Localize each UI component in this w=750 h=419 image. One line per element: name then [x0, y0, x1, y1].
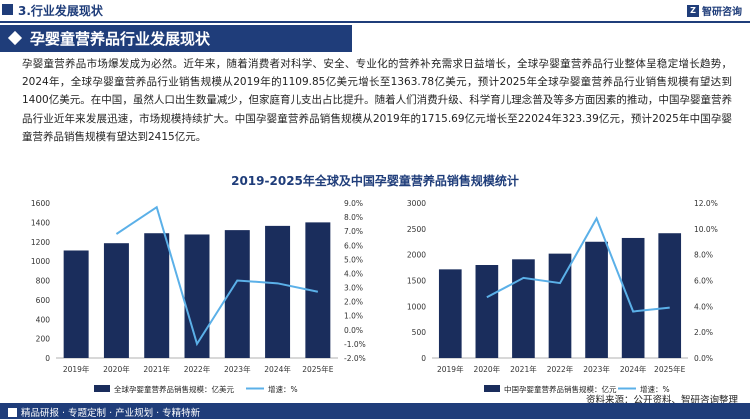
left-axis-tick: 1200: [31, 238, 50, 247]
left-axis-tick: 600: [36, 296, 51, 305]
diamond-icon: [7, 30, 23, 46]
left-axis-tick: 2000: [407, 251, 426, 260]
right-axis-tick: 5.0%: [344, 255, 363, 264]
sales-bar: [103, 243, 129, 358]
left-axis-tick: 800: [36, 277, 51, 286]
x-axis-tick: 2022年: [547, 364, 574, 374]
x-axis-tick: 2023年: [583, 364, 610, 374]
sales-bar: [658, 233, 682, 358]
footer-text: 精品研报 · 专题定制 · 产业规划 · 专精特新: [21, 408, 201, 419]
brand-name: 智研咨询: [702, 7, 742, 18]
title-banner: 孕婴童营养品行业发展现状: [0, 25, 352, 52]
sales-bar: [265, 225, 291, 358]
body-paragraph: 孕婴童营养品市场爆发成为必然。近年来，随着消费者对科学、安全、专业化的营养补充需…: [22, 58, 732, 143]
right-axis-tick: 0.0%: [344, 326, 363, 335]
legend-line-label: 增速：%: [640, 384, 670, 394]
x-axis-tick: 2024年: [264, 364, 291, 374]
source-note: 资料来源：公开资料、智研咨询整理: [585, 395, 738, 406]
legend-line-label: 增速：%: [268, 384, 298, 394]
right-axis-tick: -1.0%: [344, 340, 366, 349]
right-axis-tick: 2.0%: [694, 328, 713, 337]
right-axis-tick: 6.0%: [694, 277, 713, 286]
left-axis-tick: 400: [36, 315, 51, 324]
footer-marker-icon: [8, 407, 17, 417]
sales-bar: [548, 253, 572, 358]
x-axis-tick: 2019年: [437, 364, 464, 374]
right-axis-tick: 7.0%: [344, 227, 363, 236]
legend-bar-swatch: [94, 385, 110, 392]
x-axis-tick: 2021年: [510, 364, 537, 374]
footer-bar: 精品研报 · 专题定制 · 产业规划 · 专精特新: [0, 403, 750, 419]
right-axis-tick: 8.0%: [694, 251, 713, 260]
brand-mark-icon: Z: [687, 4, 699, 17]
brand-logo: Z 智研咨询: [687, 3, 742, 18]
left-axis-tick: 1400: [31, 218, 50, 227]
right-axis-tick: 0.0%: [694, 354, 713, 363]
right-axis-tick: 8.0%: [344, 213, 363, 222]
x-axis-tick: 2020年: [103, 364, 130, 374]
left-axis-tick: 1000: [407, 302, 426, 311]
left-axis-tick: 3000: [407, 199, 426, 208]
x-axis-tick: 2021年: [143, 364, 170, 374]
growth-rate-line: [486, 216, 670, 313]
left-axis-tick: 1000: [31, 257, 50, 266]
legend-bar-label: 全球孕婴童营养品销售规模：亿美元: [114, 384, 234, 394]
global-sales-chart: 0 200 400 600 800 1000 1200 1400 1600 -2.0% -1.0% 0…: [31, 199, 366, 394]
sales-bar: [144, 233, 170, 358]
header-divider: [0, 21, 750, 23]
left-axis-tick: 1600: [31, 199, 50, 208]
legend-bar-swatch: [484, 385, 500, 392]
legend-bar-label: 中国孕婴童营养品销售规模：亿元: [504, 384, 617, 394]
left-axis-tick: 200: [36, 335, 51, 344]
x-axis-tick: 2025年E: [654, 364, 686, 374]
x-axis-tick: 2023年: [224, 364, 251, 374]
sales-bar: [475, 265, 499, 358]
x-axis-tick: 2020年: [474, 364, 501, 374]
x-axis-tick: 2022年: [184, 364, 211, 374]
right-axis-tick: 4.0%: [344, 269, 363, 278]
sales-bar: [512, 259, 535, 358]
right-axis-tick: 3.0%: [344, 284, 363, 293]
right-axis-tick: -2.0%: [344, 354, 366, 363]
top-header: 3.行业发展现状 Z 智研咨询: [0, 0, 750, 22]
x-axis-tick: 2024年: [620, 364, 647, 374]
sales-bar: [621, 237, 645, 358]
sales-bar: [585, 241, 608, 358]
right-axis-tick: 10.0%: [694, 225, 718, 234]
right-axis-tick: 9.0%: [344, 199, 363, 208]
left-axis-tick: 2500: [407, 225, 426, 234]
right-axis-tick: 2.0%: [344, 298, 363, 307]
chart-title: 2019-2025年全球及中国孕婴童营养品销售规模统计: [231, 174, 519, 188]
left-axis-tick: 500: [412, 328, 427, 337]
china-sales-chart: 0 500 1000 1500 2000 2500 3000 0.0% 2.0% 4.0% 6.0%…: [407, 199, 718, 394]
right-axis-tick: 6.0%: [344, 241, 363, 250]
right-axis-tick: 12.0%: [694, 199, 718, 208]
footer-tagline: 精品研报 · 专题定制 · 产业规划 · 专精特新: [8, 405, 200, 419]
left-axis-tick: 0: [45, 354, 50, 363]
x-axis-tick: 2019年: [63, 364, 90, 374]
x-axis-tick: 2025年E: [302, 364, 334, 374]
growth-rate-line: [115, 205, 319, 347]
banner-title: 孕婴童营养品行业发展现状: [30, 30, 211, 48]
right-axis-tick: 1.0%: [344, 312, 363, 321]
left-axis-tick: 0: [421, 354, 426, 363]
sales-bar: [63, 250, 89, 358]
right-axis-tick: 4.0%: [694, 302, 713, 311]
section-title: 3.行业发展现状: [18, 4, 103, 18]
sales-bar: [184, 234, 210, 358]
section-marker-icon: [2, 4, 13, 15]
left-axis-tick: 1500: [407, 277, 426, 286]
sales-bar: [438, 269, 462, 358]
